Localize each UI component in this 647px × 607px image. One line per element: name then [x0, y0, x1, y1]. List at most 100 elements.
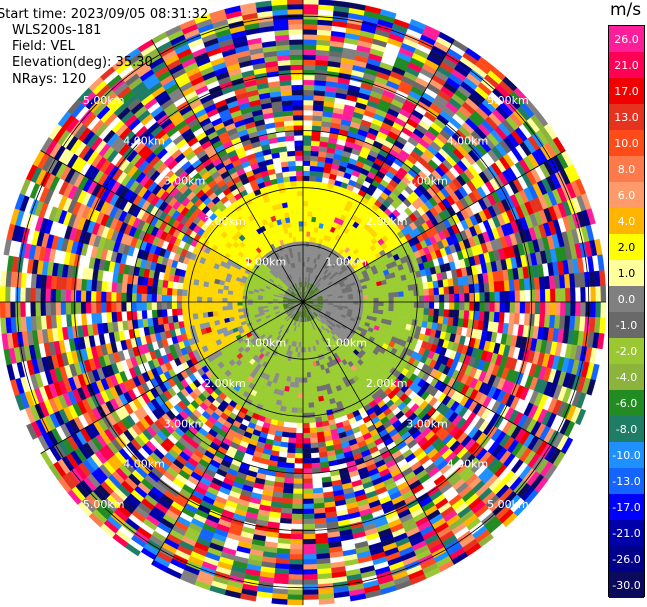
velocity-cell [489, 291, 496, 303]
velocity-cell [570, 287, 576, 303]
velocity-cell [438, 287, 445, 296]
velocity-cell [307, 206, 314, 212]
velocity-cell [302, 417, 310, 424]
velocity-cell [428, 308, 435, 316]
velocity-cell [288, 564, 304, 570]
velocity-cell [302, 69, 316, 76]
velocity-cell [488, 281, 495, 293]
velocity-cell [289, 543, 304, 550]
velocity-cell [310, 371, 315, 378]
velocity-cell [302, 241, 307, 247]
velocity-cell [302, 448, 312, 454]
velocity-cell [286, 599, 304, 606]
velocity-cell [302, 402, 309, 409]
velocity-cell [289, 559, 304, 565]
velocity-cell [549, 288, 556, 303]
velocity-cell [402, 312, 409, 319]
velocity-cell [287, 584, 304, 590]
velocity-cell [317, 161, 326, 168]
velocity-cell [504, 291, 511, 303]
velocity-cell [282, 487, 294, 494]
velocity-cell [304, 342, 308, 348]
velocity-cell [489, 301, 496, 313]
velocity-cell [367, 290, 374, 296]
velocity-cell [484, 292, 491, 303]
velocity-cell [309, 366, 315, 373]
velocity-cell [316, 431, 325, 438]
velocity-cell [595, 286, 602, 303]
velocity-cell [534, 301, 541, 315]
velocity-cell [302, 94, 314, 101]
velocity-cell [302, 231, 307, 237]
velocity-cell [292, 503, 304, 510]
velocity-cell [298, 377, 304, 383]
velocity-cell [302, 533, 316, 540]
velocity-cell [443, 309, 450, 318]
velocity-cell [279, 522, 292, 530]
velocity-cell [302, 599, 320, 606]
velocity-cell [437, 316, 444, 325]
velocity-cell [302, 478, 313, 484]
velocity-cell [312, 487, 324, 494]
velocity-cell [302, 513, 315, 520]
velocity-cell [302, 221, 308, 227]
velocity-cell [281, 497, 293, 504]
velocity-cell [308, 195, 315, 202]
velocity-cell [302, 19, 318, 25]
velocity-cell [302, 443, 311, 449]
velocity-cell [408, 301, 415, 308]
velocity-cell [387, 287, 394, 294]
velocity-cell [372, 290, 379, 295]
velocity-cell [302, 145, 312, 151]
velocity-cell [408, 307, 415, 314]
velocity-cell [313, 95, 325, 102]
velocity-cell [302, 473, 313, 479]
velocity-cell [291, 407, 298, 414]
velocity-cell [296, 412, 304, 419]
velocity-cell [499, 291, 506, 303]
velocity-cell [295, 432, 304, 439]
velocity-cell [575, 287, 581, 303]
velocity-cell [368, 301, 374, 306]
velocity-cell [494, 301, 501, 313]
velocity-cell [295, 438, 304, 444]
velocity-cell [503, 280, 510, 292]
velocity-cell [312, 201, 319, 208]
velocity-cell [293, 483, 304, 490]
velocity-cell [302, 432, 311, 439]
velocity-cell [306, 221, 312, 227]
velocity-cell [312, 482, 323, 489]
velocity-cell [281, 502, 293, 509]
velocity-cell [316, 426, 324, 433]
velocity-cell [555, 301, 561, 316]
velocity-cell [302, 468, 313, 474]
velocity-cell [294, 463, 304, 469]
velocity-cell [509, 301, 516, 314]
velocity-cell [294, 453, 304, 459]
velocity-cell [565, 287, 571, 303]
velocity-cell [290, 528, 304, 535]
velocity-cell [432, 315, 439, 324]
velocity-cell [519, 290, 526, 303]
velocity-cell [302, 99, 314, 106]
velocity-cell [302, 564, 318, 570]
velocity-cell [519, 301, 526, 314]
velocity-cell [575, 301, 581, 317]
velocity-cell [309, 427, 317, 434]
velocity-cell [291, 402, 298, 409]
velocity-cell [298, 382, 304, 389]
velocity-cell [458, 284, 465, 294]
velocity-cell [310, 150, 319, 157]
velocity-cell [309, 160, 318, 167]
velocity-cell [285, 462, 295, 469]
velocity-cell [448, 309, 455, 318]
velocity-cell [297, 402, 304, 409]
velocity-cell [306, 372, 312, 378]
velocity-cell [311, 135, 321, 142]
velocity-cell [293, 468, 304, 474]
velocity-cell [427, 281, 434, 289]
velocity-cell [302, 54, 317, 61]
velocity-cell [353, 298, 359, 303]
velocity-cell [312, 206, 319, 213]
velocity-cell [398, 301, 405, 308]
